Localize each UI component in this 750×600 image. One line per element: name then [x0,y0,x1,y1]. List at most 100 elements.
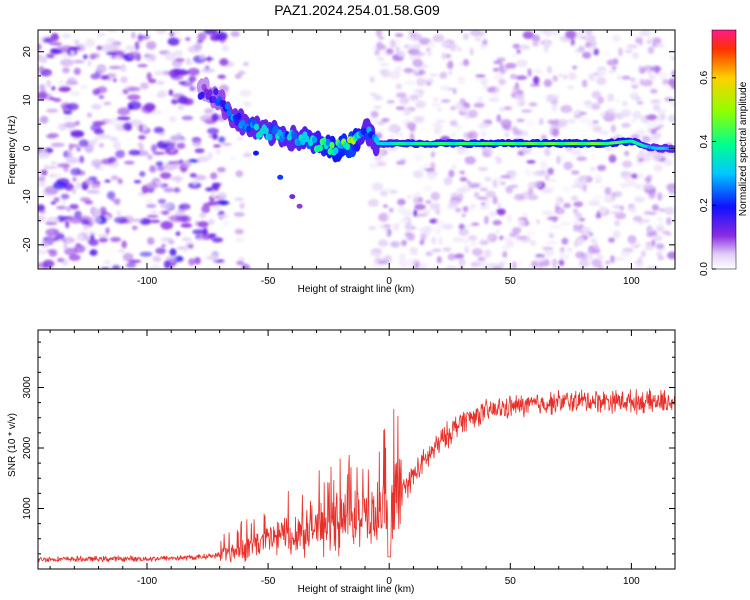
heatmap-cell [63,216,73,220]
heatmap-cell [62,67,70,74]
heatmap-cell [38,210,47,214]
heatmap-cell [395,106,406,110]
heatmap-cell [652,104,661,111]
heatmap-cell [38,249,47,255]
heatmap-cell [49,97,56,101]
heatmap-cell [388,207,394,213]
heatmap-cell [169,248,177,257]
top-x-ticks: -100 -50 0 50 100 [49,30,657,287]
heatmap-cell [657,71,668,80]
heatmap-cell [83,225,89,231]
ridge-point [273,125,279,133]
heatmap-cell [379,62,390,67]
heatmap-cell [101,43,115,53]
heatmap-cell [447,253,457,261]
heatmap-cell [621,75,631,80]
x-tick-label: 50 [505,576,517,587]
ridge-point [253,123,260,131]
heatmap-cell [58,86,71,92]
heatmap-cell [626,44,638,49]
heatmap-cell [458,257,466,267]
heatmap-cell [60,193,70,200]
heatmap-cell [582,263,588,267]
heatmap-cell [133,180,142,184]
heatmap-cell [203,57,215,61]
heatmap-cell [496,208,506,216]
ridge-point [211,96,217,103]
heatmap-cell [114,216,128,224]
heatmap-cell [62,116,73,121]
ridge-feature [277,174,284,180]
heatmap-cell [84,245,89,250]
y-tick-label: -10 [22,189,33,204]
ridge-point [304,135,310,143]
heatmap-cell [368,162,379,169]
heatmap-cell [399,96,410,105]
heatmap-cell [482,38,488,46]
heatmap-cell [387,125,398,133]
heatmap-cell [127,86,141,92]
heatmap-cell [608,70,616,74]
heatmap-cell [473,191,480,198]
y-tick-label: 3000 [22,376,33,399]
heatmap-cell [441,71,447,79]
heatmap-cell [72,176,77,182]
heatmap-cell [155,161,164,167]
heatmap-cell [195,237,204,242]
heatmap-cell [581,226,592,233]
x-tick-label: 50 [505,276,517,287]
heatmap-cell [75,242,81,248]
heatmap-cell [163,162,177,171]
heatmap-cell [378,36,385,40]
heatmap-cell [516,59,528,68]
heatmap-cell [137,63,148,68]
heatmap-cell [117,121,126,125]
heatmap-cell [662,78,668,85]
heatmap-cell [612,230,621,239]
heatmap-cell [432,34,445,42]
heatmap-cell [78,139,89,148]
heatmap-cell [452,236,464,243]
heatmap-cell [188,258,196,266]
ridge-point [333,147,339,155]
heatmap-cell [81,218,88,226]
heatmap-cell [178,203,191,210]
heatmap-cell [511,52,519,59]
heatmap-cell [168,239,175,245]
heatmap-cell [504,132,510,138]
heatmap-cell [495,229,500,234]
heatmap-cell [392,223,400,231]
heatmap-cell [64,247,78,256]
heatmap-cell [201,68,216,73]
heatmap-cell [477,167,489,171]
heatmap-cell [110,175,120,181]
colorbar-tick-label: 0.0 [699,262,710,276]
heatmap-cell [422,225,433,235]
heatmap-cell [384,254,392,264]
heatmap-cell [115,149,125,159]
heatmap-cell [612,205,624,209]
heatmap-cell [594,174,603,182]
heatmap-cell [371,263,381,268]
heatmap-cell [459,170,465,175]
heatmap-cell [650,99,661,105]
heatmap-cell [171,160,183,165]
heatmap-cell [534,170,546,177]
top-y-axis-label: Frequency (Hz) [7,116,18,185]
ridge-feature [296,203,303,209]
heatmap-cell [608,237,615,243]
heatmap-cell [469,47,474,56]
heatmap-cell [241,263,250,269]
heatmap-cell [49,42,63,46]
heatmap-cell [431,236,437,245]
heatmap-cell [207,127,219,135]
heatmap-cell [610,255,615,264]
heatmap-cell [537,260,544,269]
ridge-point [226,109,232,117]
heatmap-cell [111,264,121,269]
heatmap-cell [614,112,625,119]
heatmap-cell [50,161,57,165]
heatmap-cell [107,30,118,33]
heatmap-cell [188,182,202,189]
heatmap-cell [458,228,469,236]
